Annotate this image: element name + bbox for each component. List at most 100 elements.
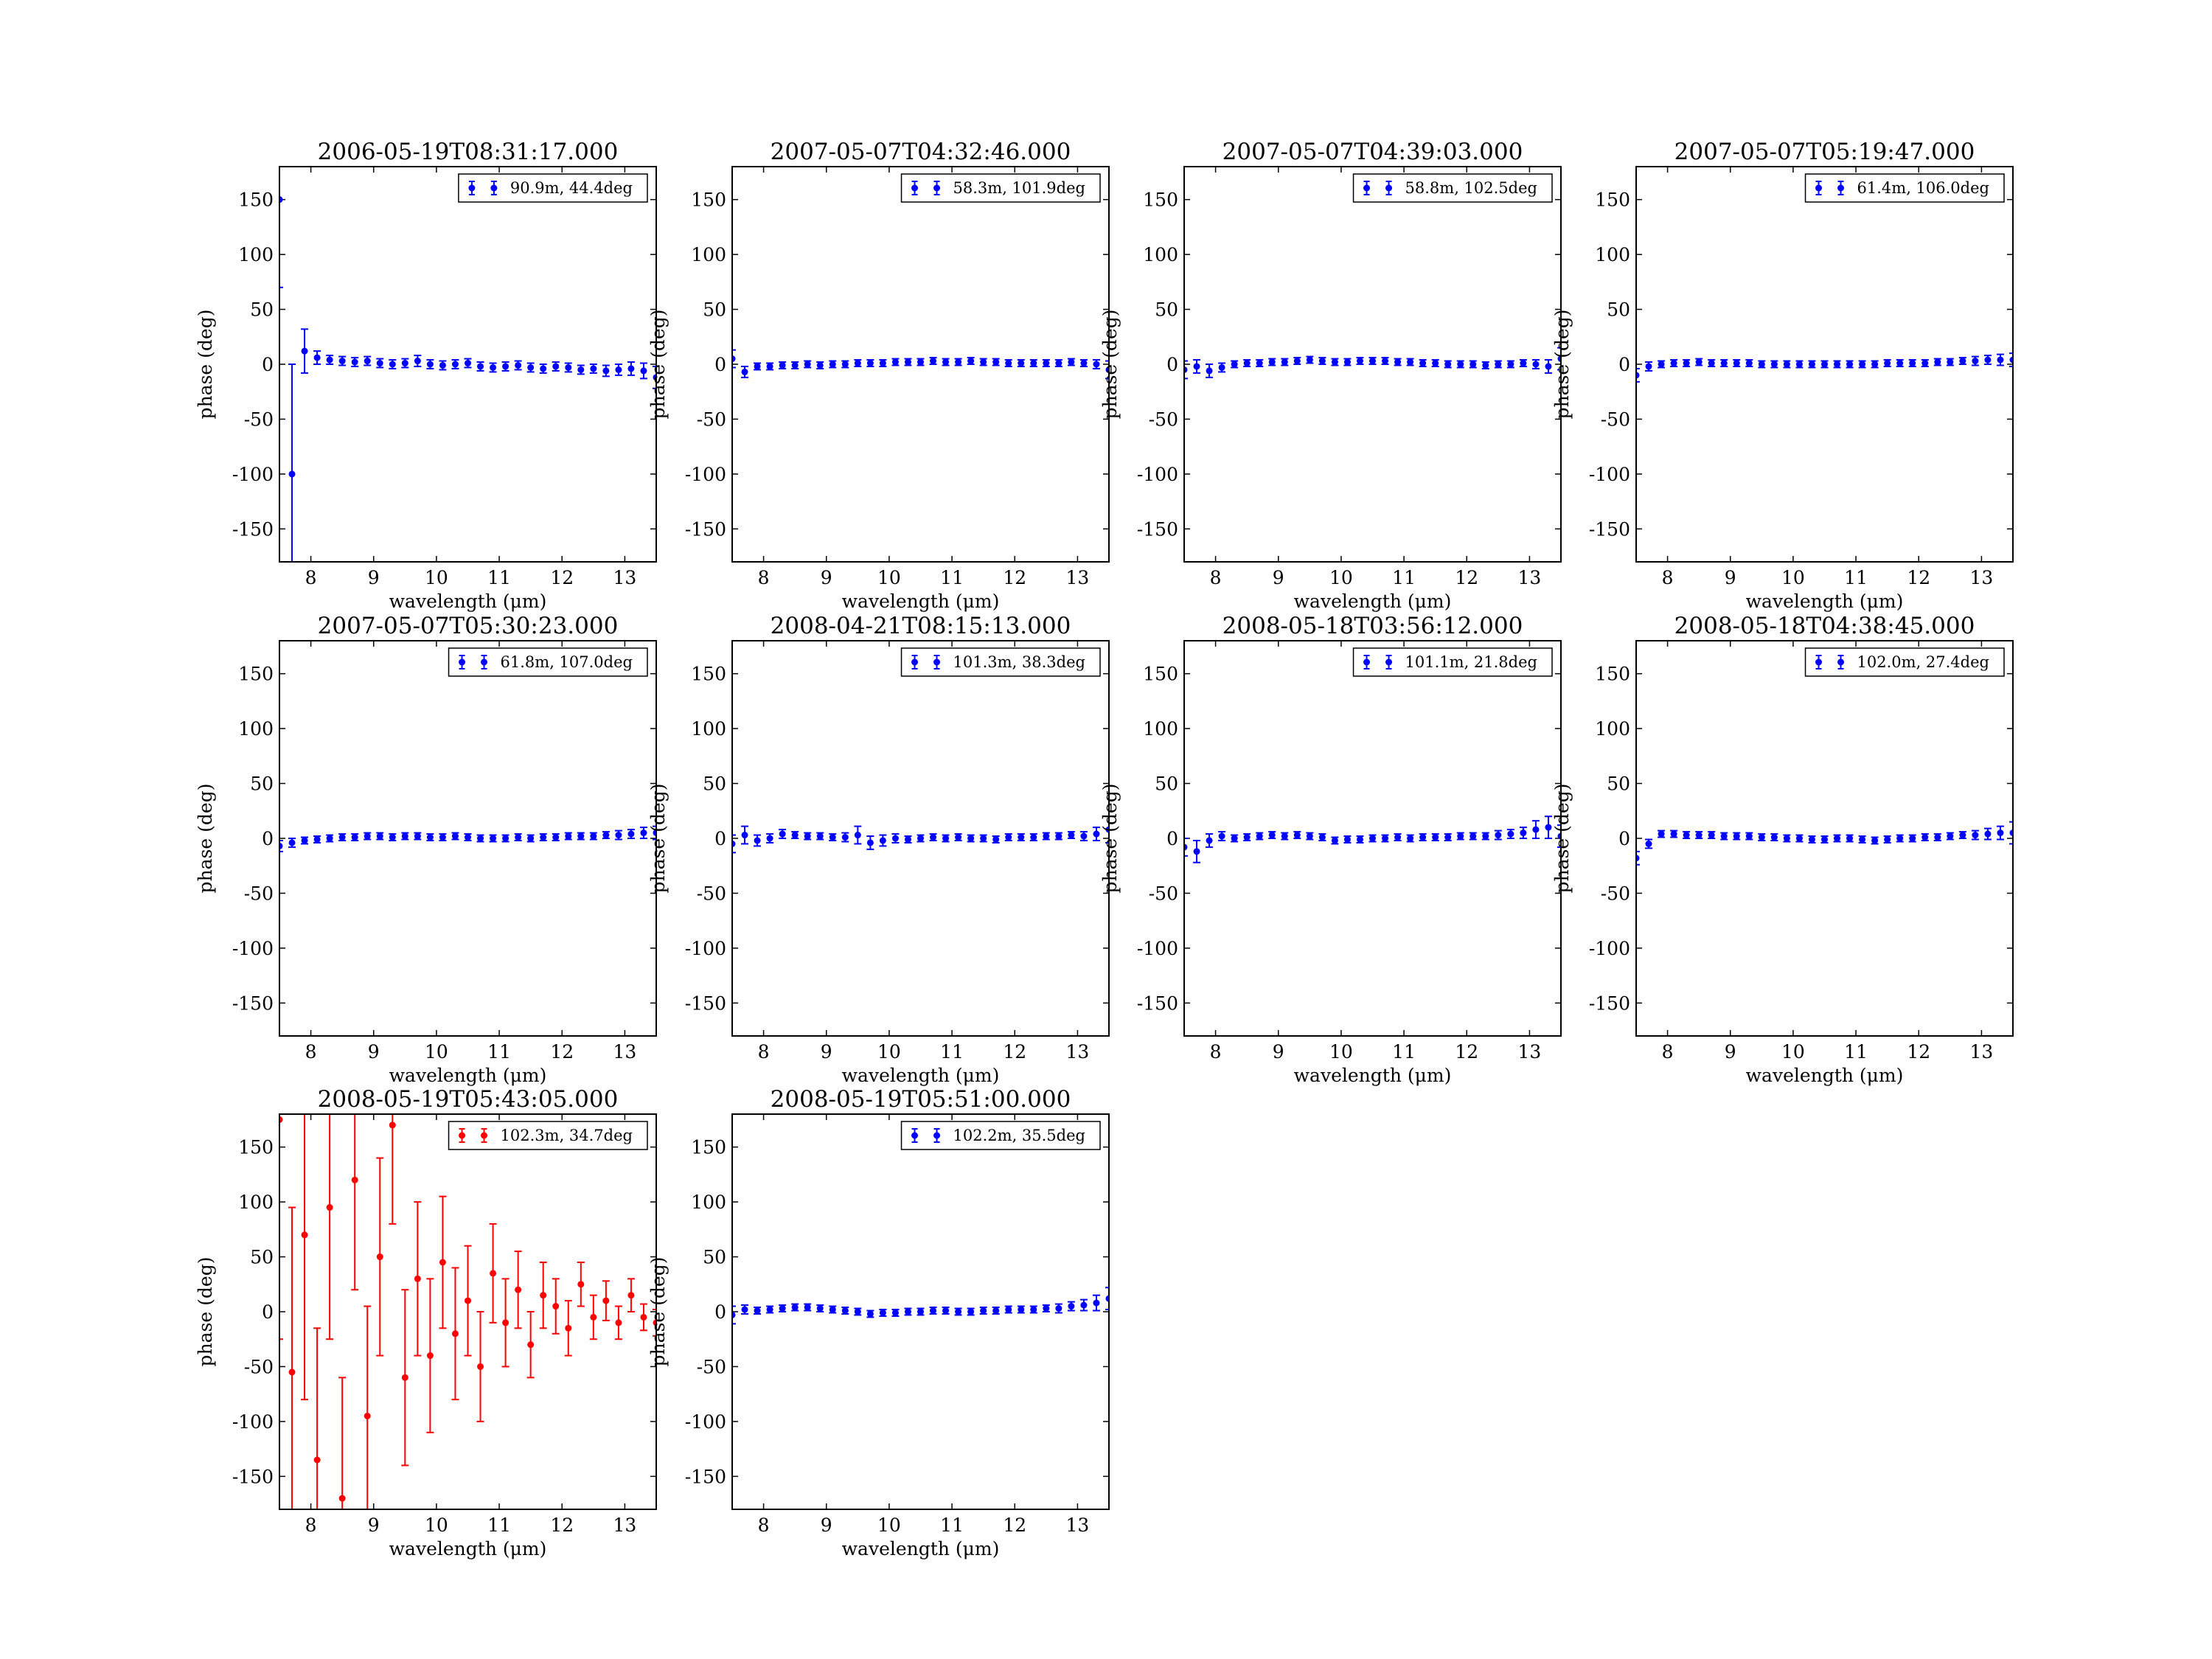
data-point (1670, 360, 1677, 367)
data-point (879, 360, 886, 367)
data-point (1268, 358, 1276, 366)
subplot: 8 9 10 11 12 13 -150 -100 -50 0 50 100 150 2007-05-07… (195, 613, 657, 1086)
data-point (465, 1297, 471, 1304)
y-axis-label: phase (deg) (647, 1257, 669, 1367)
data-point (439, 1259, 446, 1266)
y-axis-label: phase (deg) (195, 784, 216, 894)
axes-frame (731, 166, 1110, 563)
data-point (313, 835, 321, 843)
legend-marker (1837, 184, 1845, 192)
data-point (804, 361, 811, 368)
data-point (1184, 366, 1188, 373)
data-point (1997, 830, 2004, 837)
data-layer (1636, 821, 2013, 866)
data-layer (279, 1114, 656, 1509)
x-tick-label: 9 (1273, 567, 1284, 588)
data-point (1921, 360, 1929, 367)
y-tick-label: -150 (1137, 518, 1178, 540)
data-point (477, 1363, 484, 1370)
data-point (732, 1311, 736, 1318)
data-point (1884, 835, 1891, 843)
data-point (1708, 360, 1715, 367)
data-point (1947, 832, 1954, 840)
y-axis-label: phase (deg) (647, 310, 669, 420)
x-tick-label: 11 (1392, 567, 1416, 588)
data-point (515, 834, 522, 841)
x-tick-label: 11 (487, 1041, 511, 1062)
legend-label: 102.2m, 35.5deg (953, 1127, 1085, 1144)
data-point (502, 835, 509, 842)
data-point (955, 1308, 962, 1315)
legend-marker (481, 1132, 488, 1139)
axes-frame (279, 640, 657, 1037)
x-tick-label: 10 (877, 1514, 901, 1536)
data-point (1369, 358, 1376, 365)
data-point (326, 356, 333, 364)
y-tick-label: -100 (1589, 938, 1630, 959)
y-tick-label: -100 (232, 938, 274, 959)
data-point (741, 1306, 748, 1313)
data-point (980, 358, 987, 366)
y-tick-label: -50 (1149, 408, 1178, 430)
x-tick-label: 12 (1455, 567, 1478, 588)
x-tick-label: 10 (1781, 567, 1805, 588)
x-axis-label: wavelength (μm) (1746, 1065, 1904, 1086)
data-point (1018, 1306, 1025, 1313)
subplot-title: 2007-05-07T05:19:47.000 (1674, 139, 1975, 165)
y-tick-label: 150 (691, 1137, 726, 1158)
y-tick-label: -50 (697, 883, 726, 904)
y-tick-label: -50 (1601, 883, 1630, 904)
data-point (955, 834, 962, 841)
legend-label: 101.1m, 21.8deg (1405, 653, 1537, 671)
data-point (1419, 834, 1427, 841)
data-point (2009, 356, 2013, 364)
legend: 90.9m, 44.4deg (458, 173, 648, 203)
subplot: 8 9 10 11 12 13 -150 -100 -50 0 50 100 150 2007-05-07… (647, 139, 1110, 612)
legend-label: 101.3m, 38.3deg (953, 653, 1085, 671)
x-axis-label: wavelength (μm) (842, 1065, 1000, 1086)
y-tick-label: -100 (1137, 464, 1178, 485)
data-point (1331, 358, 1338, 366)
legend-marker (468, 184, 476, 192)
data-point (627, 1292, 635, 1299)
data-point (1206, 367, 1213, 375)
y-tick-label: -150 (1137, 992, 1178, 1014)
data-point (1243, 360, 1251, 367)
data-point (502, 363, 509, 370)
subplot-title: 2007-05-07T05:30:23.000 (318, 613, 619, 639)
x-tick-label: 13 (1518, 1041, 1542, 1062)
data-point (414, 358, 421, 365)
data-point (1636, 855, 1640, 862)
y-tick-label: 100 (1595, 244, 1630, 265)
data-point (1055, 360, 1062, 367)
data-point (1043, 360, 1050, 367)
data-point (465, 360, 471, 367)
y-tick-label: 150 (238, 189, 274, 211)
data-point (1444, 834, 1452, 841)
data-point (1457, 832, 1464, 840)
data-point (866, 839, 874, 846)
data-point (1030, 360, 1037, 367)
data-point (364, 832, 371, 840)
data-point (301, 837, 308, 844)
data-point (338, 1495, 346, 1502)
data-point (602, 367, 610, 375)
y-tick-label: 100 (238, 718, 274, 740)
data-point (1231, 361, 1238, 368)
data-point (1871, 361, 1879, 368)
data-point (1394, 834, 1402, 841)
data-point (942, 835, 950, 842)
data-point (816, 361, 824, 369)
x-axis-label: wavelength (μm) (1294, 1065, 1452, 1086)
data-layer (1184, 815, 1561, 863)
data-layer (279, 167, 656, 562)
data-point (351, 1176, 358, 1183)
data-point (1972, 832, 1979, 839)
x-tick-label: 8 (758, 1514, 770, 1536)
subplot: 8 9 10 11 12 13 -150 -100 -50 0 50 100 150 2006-05-19… (195, 139, 657, 612)
data-point (1859, 361, 1866, 368)
data-point (401, 832, 408, 840)
data-point (1432, 834, 1439, 841)
data-point (515, 1286, 522, 1293)
data-point (279, 842, 283, 849)
